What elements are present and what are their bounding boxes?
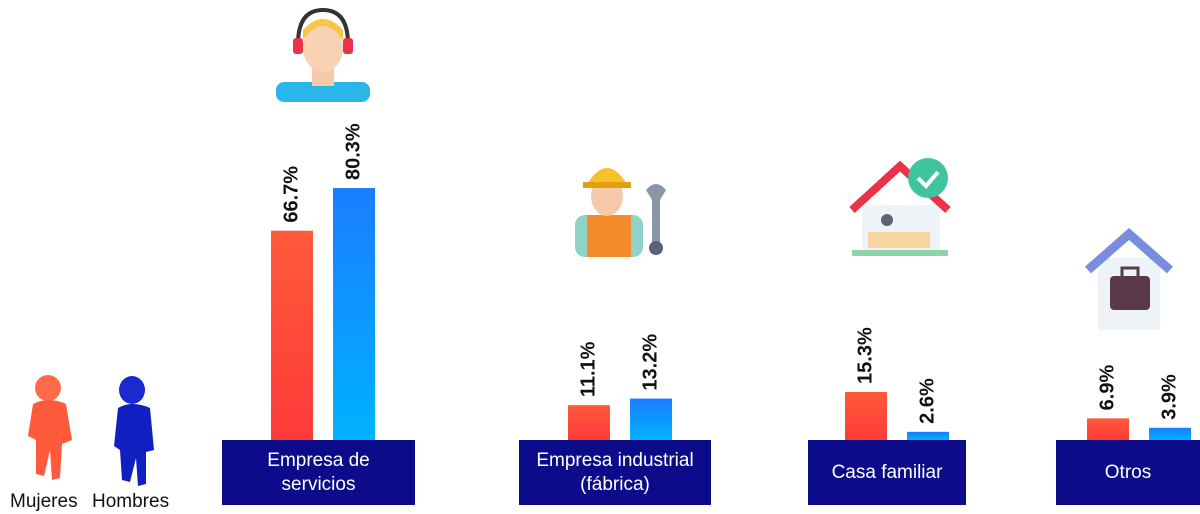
bar [630,398,672,440]
value-label: 80.3% [342,123,364,180]
category-label: Casa familiar [808,440,966,505]
value-label: 13.2% [639,334,661,391]
value-label: 66.7% [280,166,302,223]
bar [845,391,887,440]
value-label: 15.3% [854,327,876,384]
value-label: 2.6% [916,378,938,424]
value-label: 11.1% [577,341,599,397]
bar [568,405,610,440]
bar [271,230,313,440]
bar [907,431,949,440]
legend-label: Mujeres [10,491,78,512]
value-label: 6.9% [1096,365,1118,411]
legend-label: Hombres [92,491,169,512]
bar [1087,418,1129,440]
icon-factory-worker [575,168,666,257]
icon-house [849,158,951,256]
bar [333,188,375,440]
legend-icon-men [114,376,154,486]
category-label: Empresa industrial (fábrica) [519,440,711,505]
category-label: Otros [1056,440,1200,505]
value-label: 3.9% [1158,374,1180,420]
bar [1149,427,1191,440]
icon-call-center [276,7,370,102]
icon-briefcase-house [1085,228,1173,330]
category-label: Empresa de servicios [222,440,415,505]
legend-icon-women [28,375,72,480]
